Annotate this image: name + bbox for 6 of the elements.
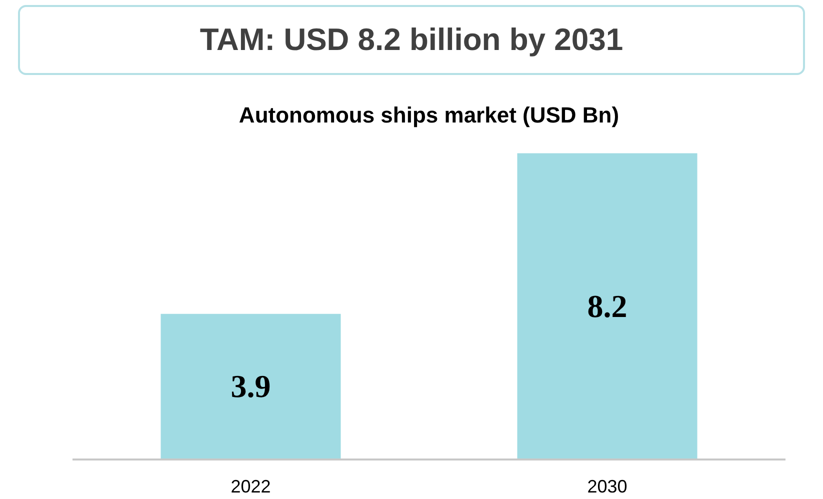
x-tick-label: 2022	[230, 476, 271, 496]
x-tick-label: 2030	[587, 476, 628, 496]
data-label: 8.2	[587, 288, 628, 324]
chart-title: TAM: USD 8.2 billion by 2031	[200, 20, 624, 59]
data-label: 3.9	[230, 368, 271, 404]
chart-subtitle: Autonomous ships market (USD Bn)	[238, 102, 620, 128]
